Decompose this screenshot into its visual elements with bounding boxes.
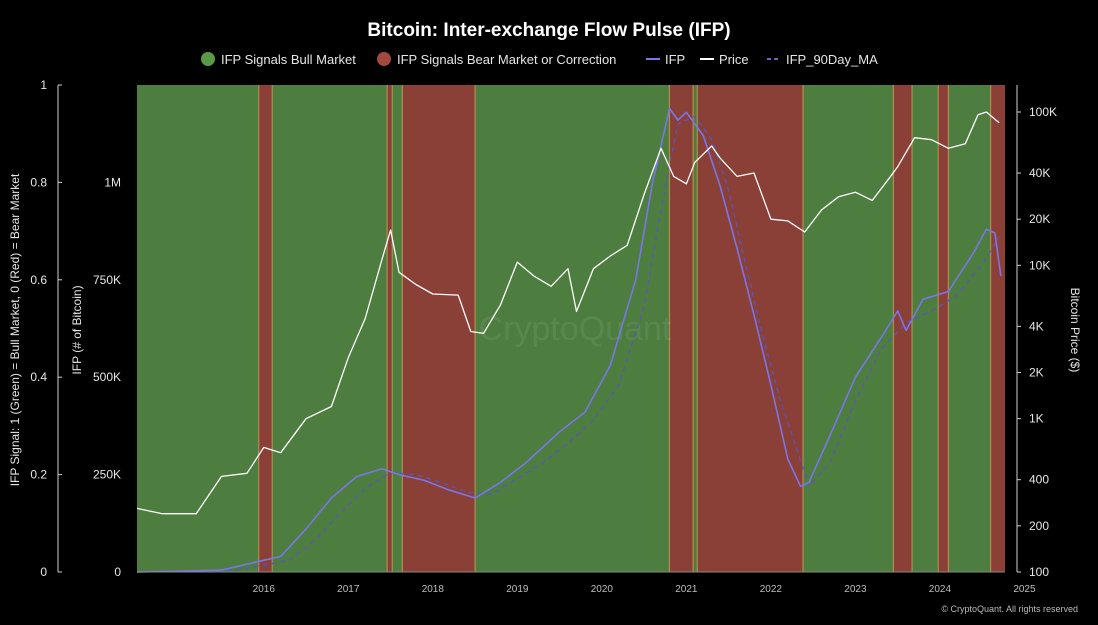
ifp-tick-label: 1M — [104, 175, 121, 189]
axes: 2016 2017 2018 2019 2020 2021 2022 2023 2024 2025… — [30, 78, 1057, 595]
ifp-axis-label: IFP (# of Bitcoin) — [70, 285, 84, 374]
legend-item: IFP — [646, 52, 685, 67]
legend: IFP Signals Bull Market IFP Signals Bear … — [201, 52, 878, 67]
signal-tick-label: 0.6 — [30, 273, 47, 287]
series-line-ifp — [136, 107, 1002, 573]
signal-bands — [137, 85, 1005, 572]
signal-band-bear — [387, 85, 393, 572]
x-tick-label: 2020 — [591, 584, 614, 595]
x-tick-label: 2021 — [675, 584, 698, 595]
signal-band-bear — [258, 85, 273, 572]
legend-label: IFP — [665, 52, 685, 67]
x-tick-label: 2022 — [760, 584, 783, 595]
series-line-ifp-90day-ma — [136, 115, 1000, 573]
signal-tick-label: 0 — [40, 565, 47, 579]
signal-tick-label: 0.2 — [30, 468, 47, 482]
legend-swatch-icon — [377, 52, 391, 66]
price-tick-label: 2K — [1029, 366, 1044, 380]
price-tick-label: 4K — [1029, 319, 1044, 333]
price-axis-label: Bitcoin Price ($) — [1068, 288, 1082, 373]
x-tick-label: 2016 — [253, 584, 276, 595]
legend-label: IFP Signals Bear Market or Correction — [397, 52, 616, 67]
x-tick-label: 2023 — [844, 584, 867, 595]
signal-band-bear — [990, 85, 1005, 572]
signal-band-bull — [912, 85, 939, 572]
signal-band-bear — [697, 85, 804, 572]
series-line-price — [136, 111, 1000, 515]
price-tick-label: 100 — [1029, 565, 1049, 579]
price-tick-label: 400 — [1029, 473, 1049, 487]
legend-label: IFP Signals Bull Market — [221, 52, 356, 67]
signal-tick-label: 0.8 — [30, 175, 47, 189]
signal-band-bear — [893, 85, 913, 572]
signal-band-bull — [392, 85, 403, 572]
ifp-tick-label: 250K — [93, 468, 121, 482]
signal-band-bear — [402, 85, 476, 572]
legend-swatch-icon — [201, 52, 215, 66]
signal-tick-label: 0.4 — [30, 370, 47, 384]
price-tick-label: 1K — [1029, 412, 1044, 426]
legend-item: IFP Signals Bear Market or Correction — [377, 52, 616, 67]
series-layer — [136, 107, 1002, 573]
ifp-tick-label: 500K — [93, 370, 121, 384]
signal-band-bull — [948, 85, 991, 572]
legend-item: IFP_90Day_MA — [767, 52, 878, 67]
x-tick-label: 2018 — [422, 584, 445, 595]
price-tick-label: 100K — [1029, 105, 1057, 119]
signal-tick-label: 1 — [40, 78, 47, 92]
ifp-tick-label: 750K — [93, 273, 121, 287]
signal-axis-label: IFP Signal: 1 (Green) = Bull Market, 0 (… — [8, 173, 22, 486]
copyright: © CryptoQuant. All rights reserved — [941, 604, 1078, 614]
x-tick-label: 2024 — [929, 584, 952, 595]
legend-label: IFP_90Day_MA — [786, 52, 878, 67]
x-tick-label: 2019 — [506, 584, 529, 595]
price-tick-label: 20K — [1029, 212, 1050, 226]
legend-item: IFP Signals Bull Market — [201, 52, 356, 67]
x-tick-label: 2017 — [337, 584, 360, 595]
price-tick-label: 200 — [1029, 519, 1049, 533]
x-tick-label: 2025 — [1013, 584, 1036, 595]
legend-item: Price — [700, 52, 749, 67]
signal-band-bear — [938, 85, 949, 572]
watermark: CryptoQuant — [479, 310, 672, 348]
legend-label: Price — [719, 52, 749, 67]
signal-band-bull — [137, 85, 259, 572]
signal-band-bull — [693, 85, 698, 572]
signal-band-bull — [272, 85, 388, 572]
signal-band-bull — [803, 85, 894, 572]
ifp-tick-label: 0 — [114, 565, 121, 579]
price-tick-label: 10K — [1029, 258, 1050, 272]
chart-title: Bitcoin: Inter-exchange Flow Pulse (IFP) — [367, 20, 730, 41]
price-tick-label: 40K — [1029, 166, 1050, 180]
signal-band-bear — [669, 85, 694, 572]
